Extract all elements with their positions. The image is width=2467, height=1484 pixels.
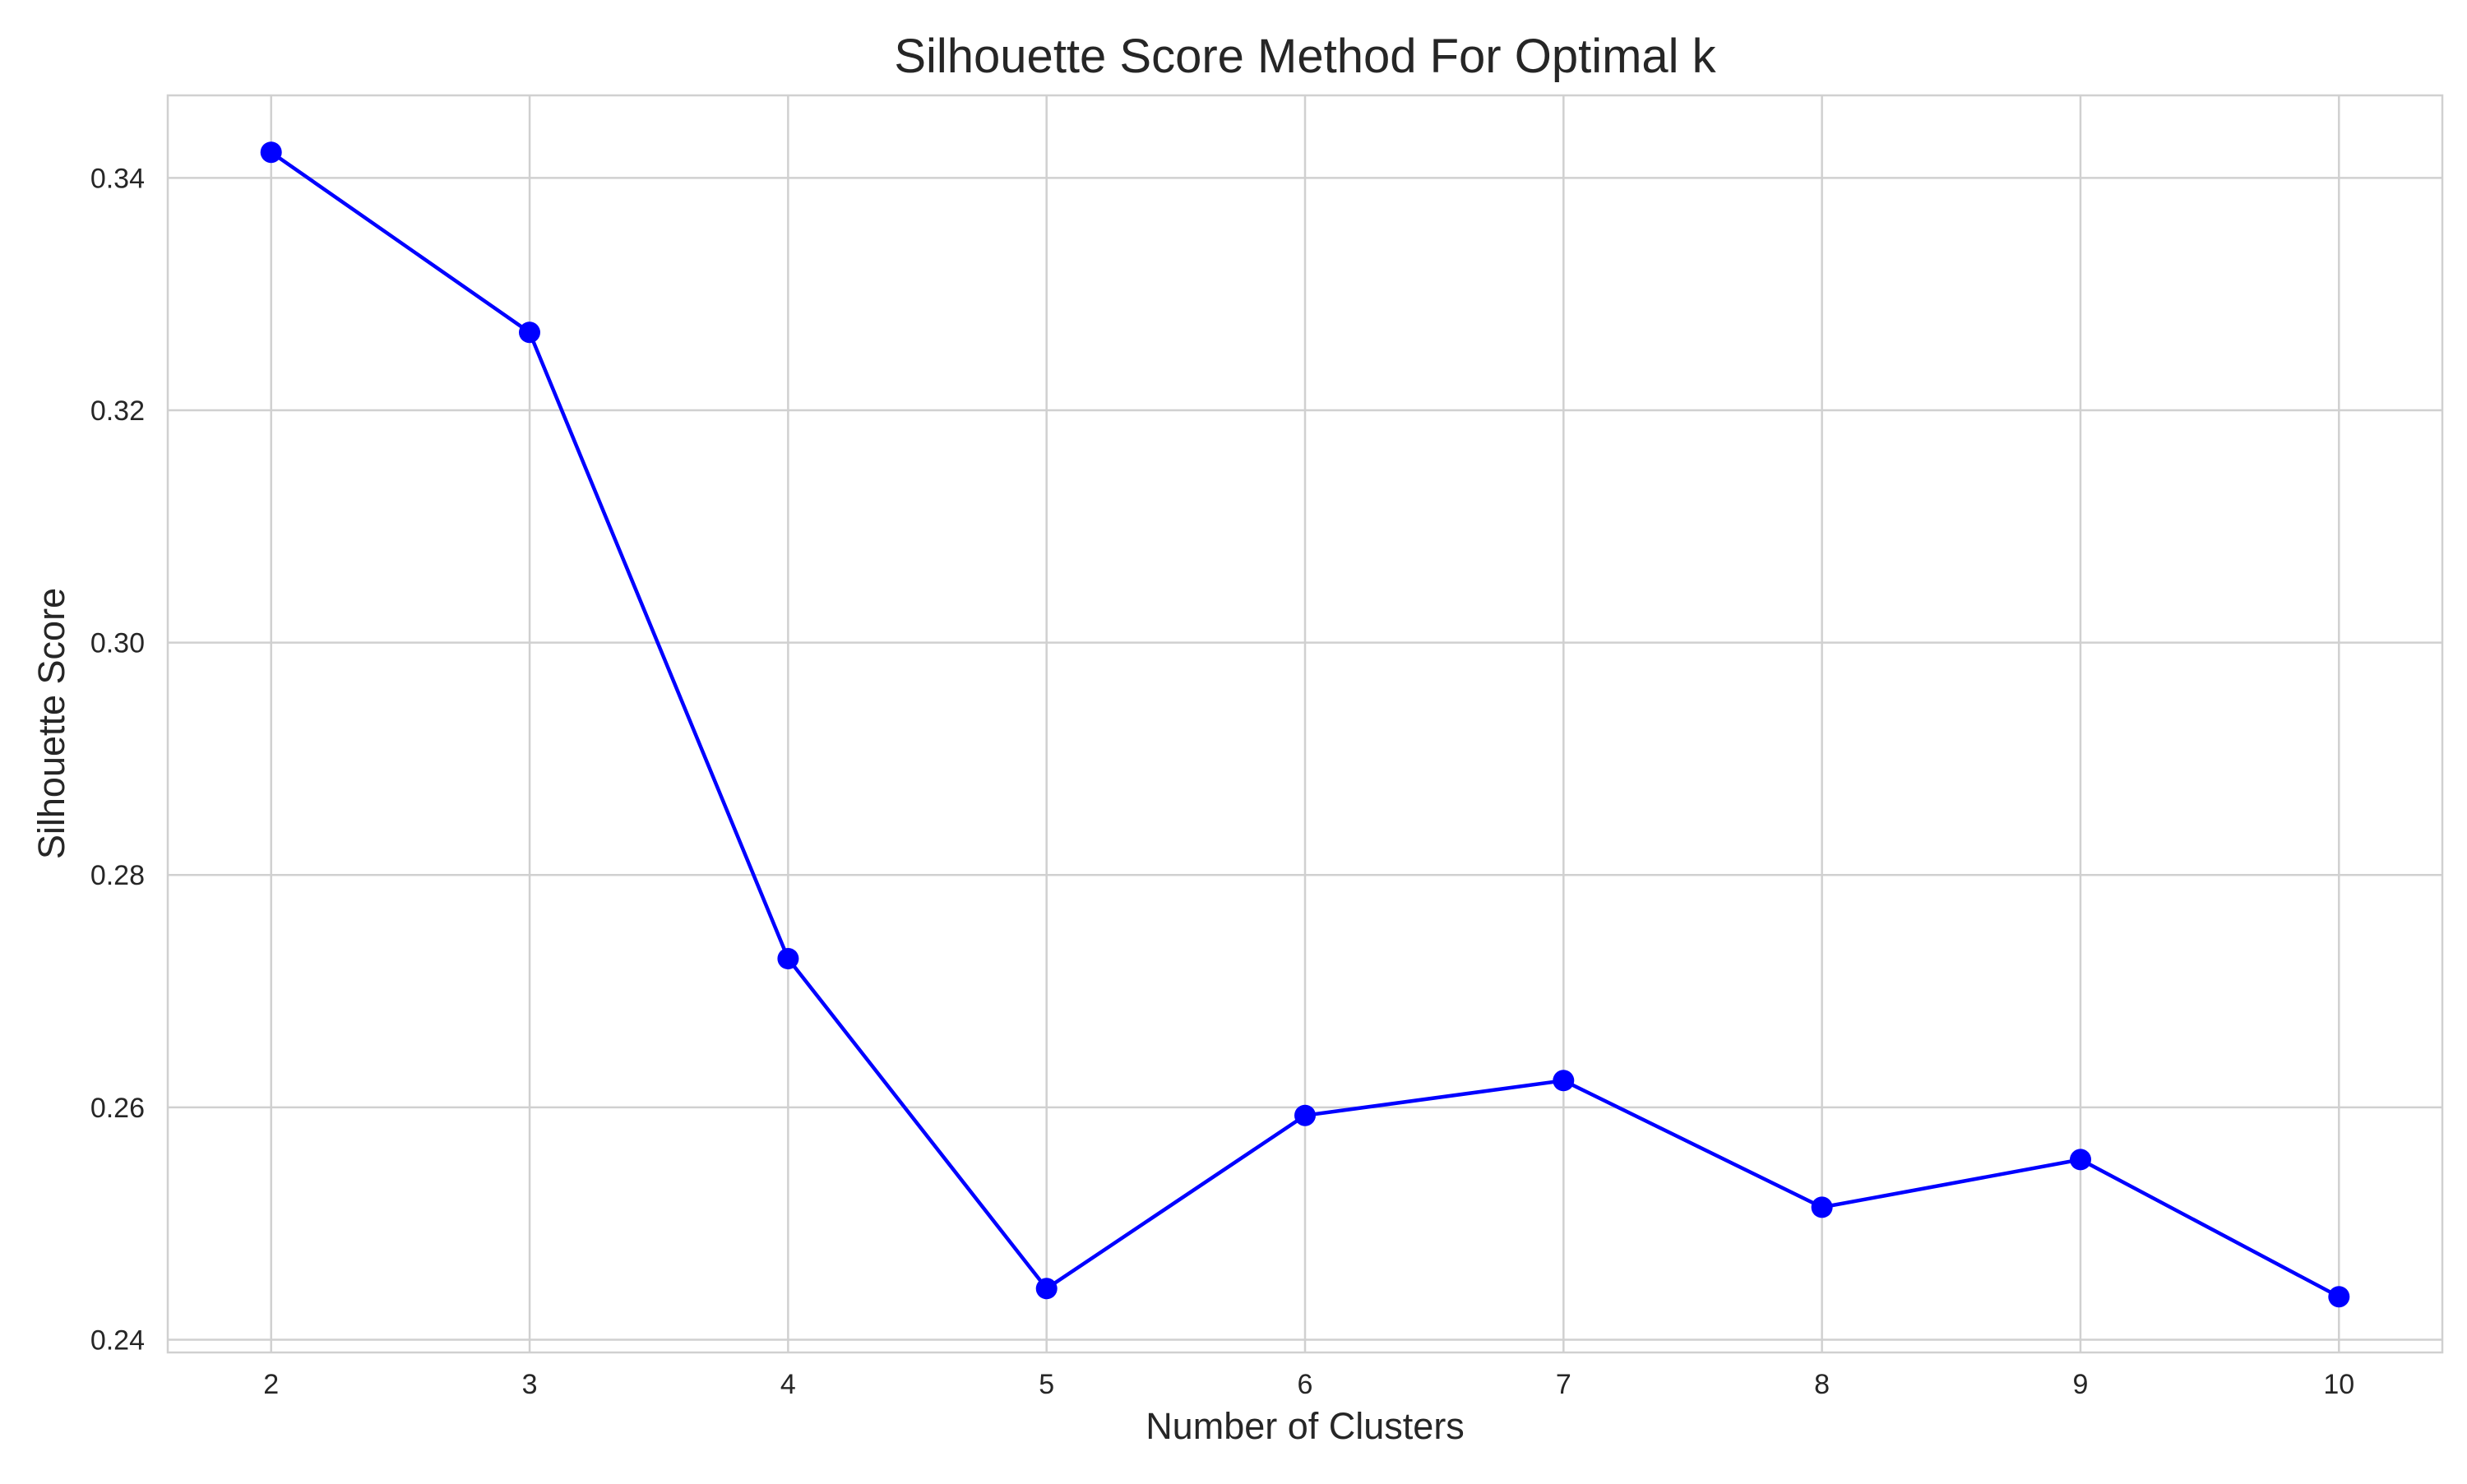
y-tick-label: 0.34 — [90, 163, 145, 194]
y-tick-label: 0.30 — [90, 628, 145, 659]
data-point-k6 — [1294, 1104, 1316, 1126]
data-point-k8 — [1811, 1196, 1833, 1218]
x-tick-label: 8 — [1814, 1369, 1830, 1400]
data-point-k2 — [260, 141, 282, 164]
x-tick-label: 3 — [522, 1369, 538, 1400]
series-layer — [260, 141, 2350, 1308]
y-tick-label: 0.28 — [90, 860, 145, 891]
data-point-k4 — [777, 948, 799, 969]
data-point-k9 — [2070, 1149, 2091, 1171]
data-point-k3 — [519, 321, 540, 344]
y-axis-label: Silhouette Score — [30, 588, 72, 859]
x-tick-label: 7 — [1556, 1369, 1571, 1400]
x-tick-label: 4 — [780, 1369, 796, 1400]
y-tick-labels: 0.24 0.26 0.28 0.30 0.32 0.34 — [90, 163, 145, 1356]
y-tick-label: 0.26 — [90, 1093, 145, 1124]
x-tick-label: 6 — [1298, 1369, 1313, 1400]
data-point-k5 — [1035, 1278, 1058, 1300]
x-tick-label: 10 — [2323, 1369, 2354, 1400]
x-tick-label: 5 — [1039, 1369, 1054, 1400]
data-point-k10 — [2328, 1286, 2350, 1308]
chart-title: Silhouette Score Method For Optimal k — [894, 30, 1716, 83]
data-point-k7 — [1553, 1070, 1575, 1092]
x-tick-label: 9 — [2072, 1369, 2088, 1400]
x-axis-label: Number of Clusters — [1146, 1405, 1465, 1447]
x-tick-labels: 2 3 4 5 6 7 8 9 10 — [263, 1369, 2354, 1400]
plot-frame — [166, 94, 2444, 1354]
x-tick-label: 2 — [263, 1369, 279, 1400]
y-tick-label: 0.24 — [90, 1325, 145, 1356]
y-tick-label: 0.32 — [90, 395, 145, 427]
